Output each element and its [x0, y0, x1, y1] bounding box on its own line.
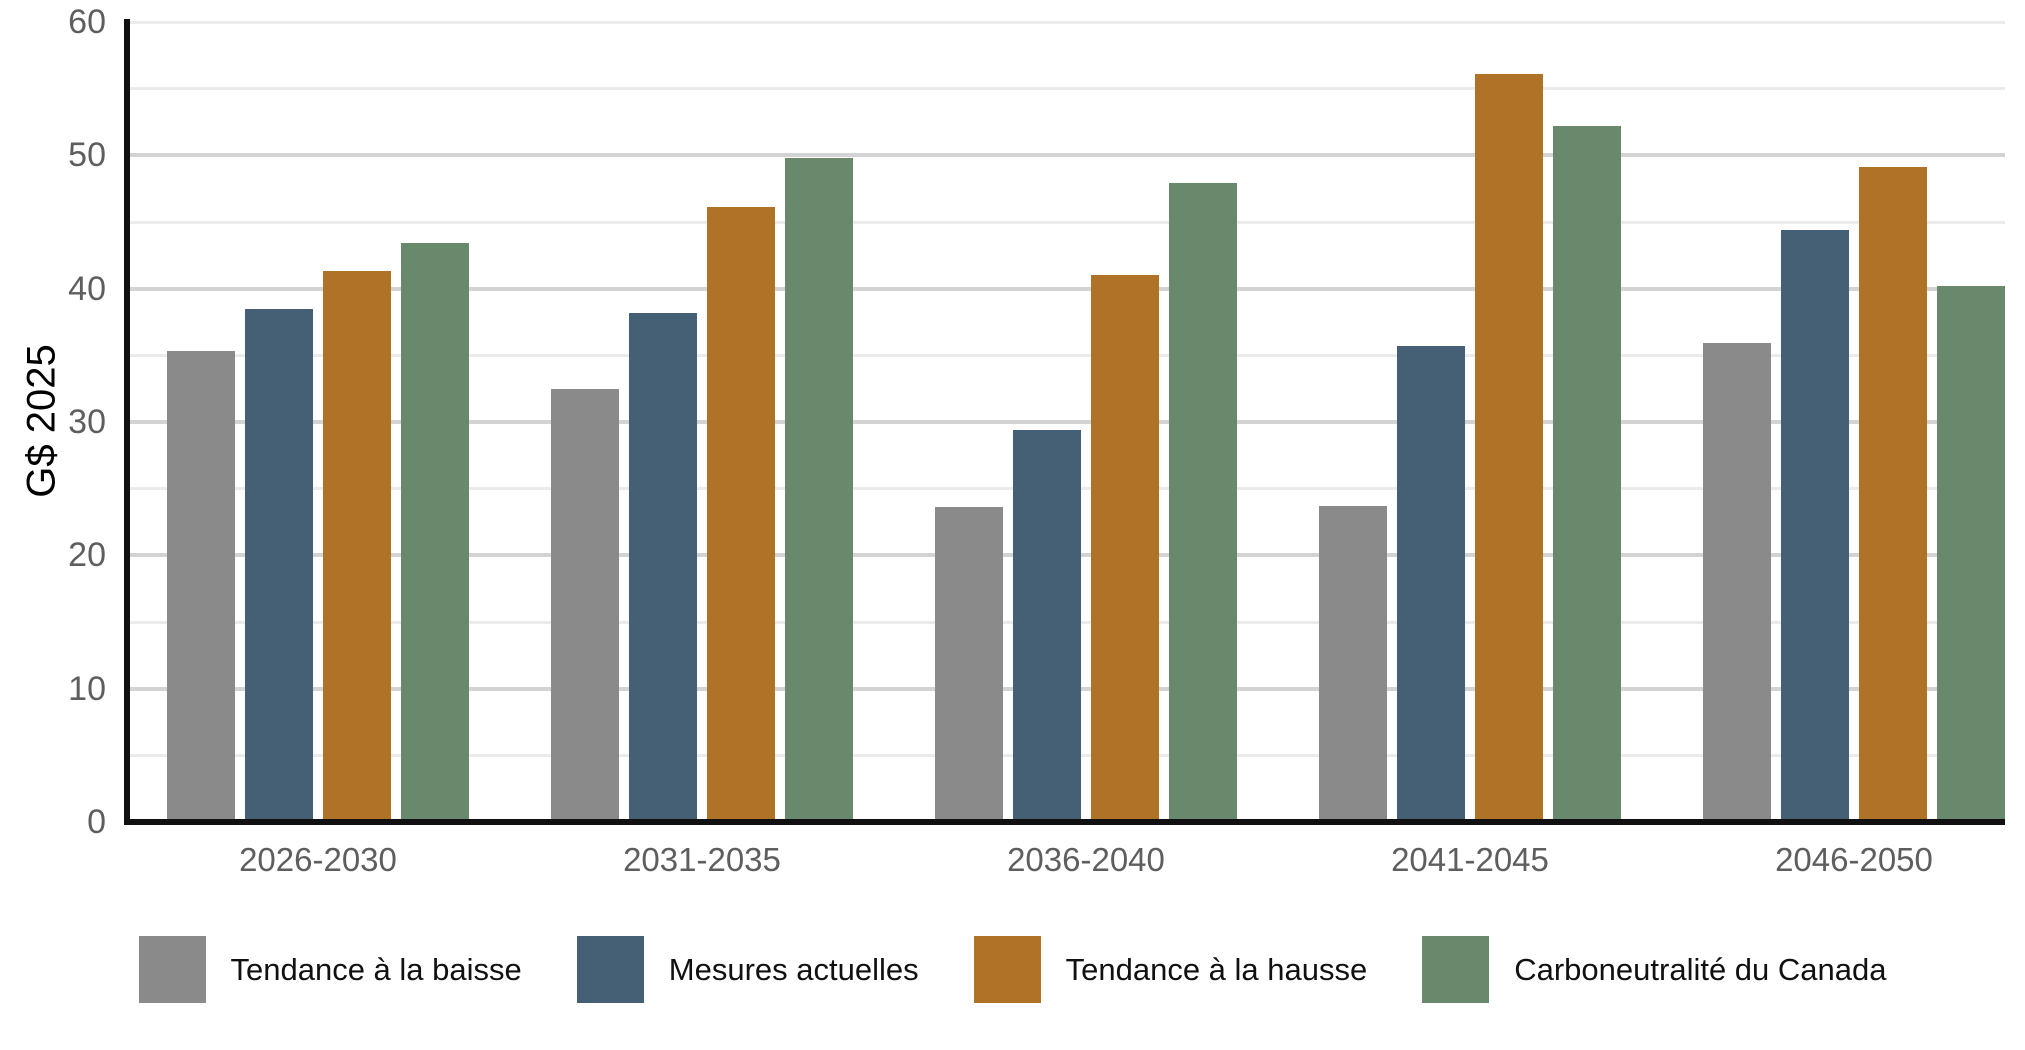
legend-label-1: Mesures actuelles [668, 951, 919, 987]
legend-swatch-0 [138, 936, 206, 1003]
gridline-y-55 [130, 87, 2005, 91]
bar-2036-2040-series-2 [1091, 275, 1159, 822]
x-tick-label-2026-2030: 2026-2030 [239, 841, 397, 878]
y-tick-label-0: 0 [87, 803, 106, 841]
bar-2036-2040-series-0 [935, 507, 1003, 822]
legend-item-3: Carboneutralité du Canada [1422, 936, 1887, 1003]
bar-2041-2045-series-1 [1397, 346, 1465, 822]
legend: Tendance à la baisse Mesures actuelles Ten… [0, 936, 2025, 1003]
x-axis-line [124, 819, 2005, 825]
bar-2036-2040-series-3 [1169, 183, 1237, 822]
y-tick-label-30: 30 [68, 403, 106, 441]
legend-swatch-3 [1422, 936, 1490, 1003]
bar-2031-2035-series-3 [785, 158, 853, 822]
bar-2026-2030-series-2 [323, 271, 391, 822]
y-axis-line [124, 19, 130, 825]
bar-2046-2050-series-1 [1781, 230, 1849, 822]
legend-label-0: Tendance à la baisse [230, 951, 522, 987]
legend-swatch-2 [973, 936, 1041, 1003]
x-tick-label-2036-2040: 2036-2040 [1007, 841, 1165, 878]
bar-2046-2050-series-0 [1703, 343, 1771, 822]
legend-label-3: Carboneutralité du Canada [1514, 951, 1887, 987]
bar-2041-2045-series-2 [1475, 74, 1543, 822]
y-tick-label-10: 10 [68, 669, 106, 708]
gridline-y-45 [130, 220, 2005, 224]
legend-item-2: Tendance à la hausse [973, 936, 1368, 1003]
bar-2036-2040-series-1 [1013, 430, 1081, 822]
legend-swatch-1 [576, 936, 644, 1003]
legend-item-0: Tendance à la baisse [138, 936, 522, 1003]
x-tick-label-2041-2045: 2041-2045 [1391, 841, 1549, 878]
bar-2046-2050-series-3 [1937, 286, 2005, 822]
y-tick-label-40: 40 [68, 269, 106, 308]
bar-2041-2045-series-0 [1319, 506, 1387, 822]
y-tick-label-60: 60 [68, 3, 106, 41]
gridline-y-60 [130, 20, 2005, 24]
bar-2041-2045-series-3 [1553, 126, 1621, 822]
bar-2031-2035-series-2 [707, 207, 775, 822]
bar-2046-2050-series-2 [1859, 167, 1927, 822]
bar-2031-2035-series-0 [551, 388, 619, 822]
x-tick-label-2046-2050: 2046-2050 [1775, 841, 1933, 878]
x-tick-label-2031-2035: 2031-2035 [623, 841, 781, 878]
bar-2026-2030-series-0 [167, 351, 235, 822]
legend-item-1: Mesures actuelles [576, 936, 919, 1003]
bar-2026-2030-series-3 [401, 243, 469, 822]
gridline-y-50 [130, 153, 2005, 158]
bar-2031-2035-series-1 [629, 312, 697, 822]
y-tick-label-50: 50 [68, 136, 106, 175]
y-tick-label-20: 20 [68, 536, 106, 575]
legend-label-2: Tendance à la hausse [1065, 951, 1368, 987]
bar-2026-2030-series-1 [245, 308, 313, 822]
